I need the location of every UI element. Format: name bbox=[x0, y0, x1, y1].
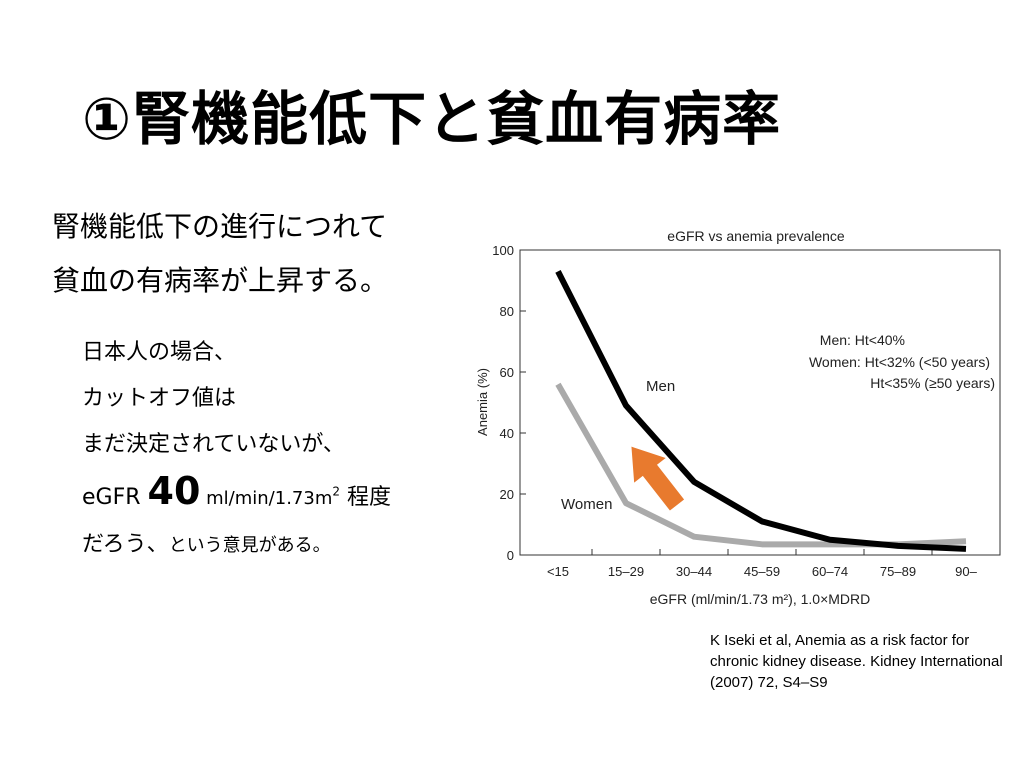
legend-line-1: Men: Ht<40% bbox=[820, 332, 905, 348]
y-tick-label: 20 bbox=[500, 487, 514, 502]
legend-line-2: Women: Ht<32% (<50 years) bbox=[809, 354, 990, 370]
x-tick-label: 90– bbox=[955, 564, 977, 579]
x-tick-label: 30–44 bbox=[676, 564, 712, 579]
note-text: 日本人の場合、 カットオフ値は まだ決定されていないが、 eGFR 40 ml/… bbox=[82, 330, 391, 569]
note-line-4: eGFR 40 ml/min/1.73m2 程度 bbox=[82, 468, 391, 522]
egfr-unit: ml/min/1.73m bbox=[200, 488, 333, 509]
y-tick-label: 100 bbox=[492, 243, 514, 258]
citation: K Iseki et al, Anemia as a risk factor f… bbox=[710, 632, 1003, 691]
note-line-5-main: だろう、 bbox=[82, 532, 169, 557]
trend-arrow bbox=[631, 446, 685, 511]
x-tick-label: <15 bbox=[547, 564, 569, 579]
y-tick-label: 60 bbox=[500, 365, 514, 380]
y-tick-label: 80 bbox=[500, 304, 514, 319]
series-layer bbox=[555, 269, 967, 552]
slide-title: ①腎機能低下と貧血有病率 bbox=[82, 85, 782, 153]
x-axis-label: eGFR (ml/min/1.73 m²), 1.0×MDRD bbox=[650, 591, 871, 607]
series-label-men: Men bbox=[646, 378, 675, 395]
note-line-5-small: という意見がある。 bbox=[168, 535, 331, 556]
note-line-3: まだ決定されていないが、 bbox=[82, 432, 345, 457]
lead-line-1: 腎機能低下の進行につれて bbox=[52, 210, 388, 243]
y-tick-label: 40 bbox=[500, 426, 514, 441]
note-line-5: だろう、という意見がある。 bbox=[82, 522, 391, 569]
note-line-2: カットオフ値は bbox=[82, 386, 237, 411]
chart-title: eGFR vs anemia prevalence bbox=[667, 228, 845, 244]
egfr-unit-sup: 2 bbox=[332, 484, 341, 499]
y-axis-label: Anemia (%) bbox=[475, 368, 490, 436]
x-axis: <15 15–29 30–44 45–59 60–74 75–89 90– bbox=[547, 549, 978, 579]
x-tick-label: 75–89 bbox=[880, 564, 916, 579]
series-label-women: Women bbox=[561, 496, 612, 513]
y-axis: 0 20 40 60 80 100 bbox=[492, 243, 526, 563]
x-tick-label: 45–59 bbox=[744, 564, 780, 579]
series-line-men bbox=[555, 269, 967, 552]
trend-arrow-shape bbox=[631, 446, 685, 511]
x-tick-label: 15–29 bbox=[608, 564, 644, 579]
egfr-label: eGFR bbox=[82, 485, 148, 510]
note-line-1: 日本人の場合、 bbox=[82, 340, 237, 365]
legend-line-3: Ht<35% (≥50 years) bbox=[870, 375, 995, 391]
plot-frame bbox=[519, 249, 1001, 556]
lead-text: 腎機能低下の進行につれて 貧血の有病率が上昇する。 bbox=[52, 200, 388, 308]
egfr-suffix: 程度 bbox=[340, 485, 392, 510]
x-tick-label: 60–74 bbox=[812, 564, 848, 579]
egfr-value: 40 bbox=[147, 469, 201, 513]
anemia-chart: eGFR vs anemia prevalence 0 20 40 60 80 100 <… bbox=[475, 228, 1001, 607]
lead-line-2: 貧血の有病率が上昇する。 bbox=[52, 264, 389, 297]
y-tick-label: 0 bbox=[507, 548, 514, 563]
legend: Men: Ht<40% Women: Ht<32% (<50 years) Ht… bbox=[809, 332, 995, 391]
